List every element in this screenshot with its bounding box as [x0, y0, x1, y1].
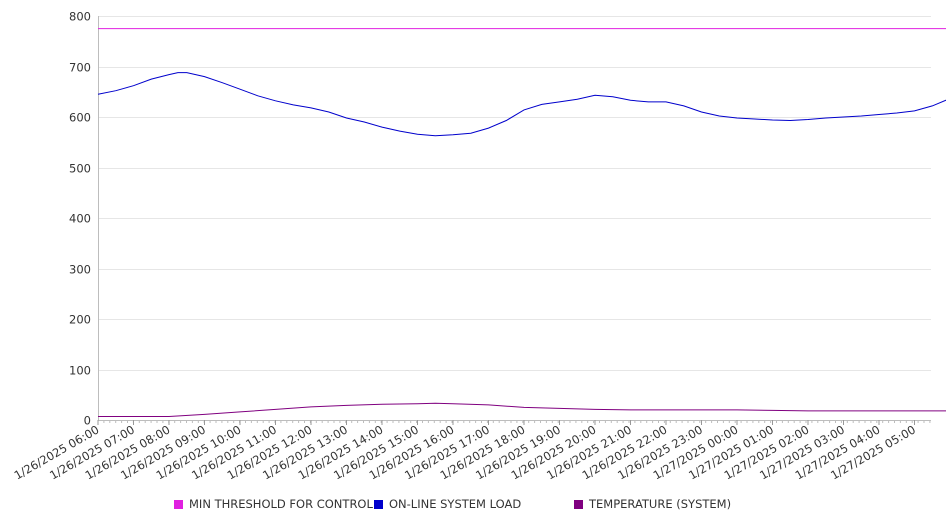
y-tick-label: 500 — [69, 162, 91, 176]
legend-swatch-system-load — [374, 499, 383, 509]
x-axis-tick-labels: 1/26/2025 06:001/26/2025 07:001/26/2025 … — [12, 422, 918, 482]
y-tick-label: 0 — [84, 414, 91, 428]
legend-item-system-load[interactable]: ON-LINE SYSTEM LOAD — [374, 497, 521, 511]
series-line-2 — [98, 402, 946, 417]
y-tick-label: 100 — [69, 364, 91, 378]
y-tick-label: 200 — [69, 313, 91, 327]
y-axis-tick-labels: 0 100 200 300 400 500 600 700 800 — [69, 10, 91, 428]
y-tick-label: 700 — [69, 61, 91, 75]
legend-label-temperature: TEMPERATURE (SYSTEM) — [589, 497, 732, 511]
series-lines — [97, 28, 946, 417]
axes — [97, 16, 931, 425]
y-tick-label: 300 — [69, 263, 91, 277]
y-tick-label: 800 — [69, 10, 91, 24]
legend-item-temperature[interactable]: TEMPERATURE (SYSTEM) — [574, 497, 731, 511]
legend-item-min-threshold[interactable]: MIN THRESHOLD FOR CONTROL — [174, 497, 373, 511]
line-chart: 0 100 200 300 400 500 600 700 800 1/26/2025 06:0… — [12, 10, 946, 482]
series-line-1 — [97, 72, 946, 137]
y-tick-label: 400 — [69, 212, 91, 226]
y-tick-label: 600 — [69, 111, 91, 125]
legend-label-system-load: ON-LINE SYSTEM LOAD — [389, 497, 522, 511]
legend-label-min-threshold: MIN THRESHOLD FOR CONTROL — [189, 497, 373, 511]
legend: MIN THRESHOLD FOR CONTROL ON-LINE SYSTEM… — [0, 497, 946, 515]
legend-swatch-temperature — [574, 499, 583, 509]
grid — [98, 16, 931, 371]
legend-swatch-min-threshold — [174, 499, 183, 509]
